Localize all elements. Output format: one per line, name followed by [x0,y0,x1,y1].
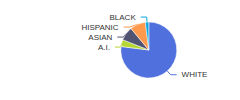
svg-text:BLACK: BLACK [109,13,136,22]
svg-text:A.I.: A.I. [98,43,110,52]
svg-text:ASIAN: ASIAN [88,33,112,42]
svg-text:HISPANIC: HISPANIC [81,23,118,32]
svg-text:WHITE: WHITE [182,70,208,79]
